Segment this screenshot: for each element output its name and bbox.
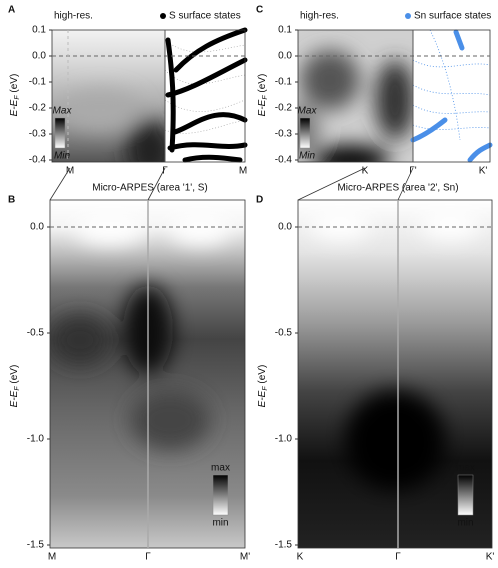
colorbar-min: min <box>457 518 473 529</box>
colorbar <box>299 117 311 149</box>
legend-label: Sn surface states <box>414 11 491 22</box>
legend-label: S surface states <box>169 11 241 22</box>
x-tick-label: Γ' <box>409 166 417 177</box>
colorbar-min: min <box>212 518 228 529</box>
y-tick-label: -0.4 <box>29 155 47 166</box>
y-label-sub: F <box>14 95 21 100</box>
x-tick-label: M <box>48 552 56 563</box>
connector <box>49 167 71 201</box>
y-axis-label: E-EF (eV) <box>9 365 21 408</box>
x-tick-label: K' <box>479 166 488 177</box>
panel-title: Micro-ARPES (area '2', Sn) <box>337 183 458 194</box>
y-label-main: E-E <box>257 390 268 407</box>
note: high-res. <box>54 11 93 22</box>
connector <box>147 167 166 201</box>
colorbar-max: Max <box>298 106 318 117</box>
y-tick-label: -1.0 <box>275 434 293 445</box>
image-c <box>298 30 413 162</box>
y-tick-label: -0.3 <box>275 129 293 140</box>
y-tick-label: -1.5 <box>27 540 45 551</box>
y-label-unit: (eV) <box>9 74 20 96</box>
y-tick-label: -0.5 <box>275 328 293 339</box>
image-a <box>52 30 165 162</box>
colorbar <box>212 474 229 516</box>
colorbar <box>457 474 474 516</box>
y-label-unit: (eV) <box>9 365 20 387</box>
frame <box>297 199 493 549</box>
frame <box>297 29 491 163</box>
y-tick-label: 0.1 <box>278 25 292 36</box>
y-tick-label: -1.5 <box>275 540 293 551</box>
y-label-sub: F <box>262 386 269 391</box>
connector <box>397 167 414 201</box>
colorbar <box>54 117 66 149</box>
y-tick-label: 0.0 <box>30 222 44 233</box>
y-tick-label: -0.4 <box>275 155 293 166</box>
panel-label: C <box>256 5 263 16</box>
colorbar-min: Min <box>299 151 316 162</box>
x-tick-label: K <box>362 166 369 177</box>
x-tick-label: M <box>239 166 247 177</box>
x-tick-label: K' <box>486 552 495 563</box>
y-axis-label: E-EF (eV) <box>257 74 269 117</box>
panel-title: Micro-ARPES (area '1', S) <box>92 183 208 194</box>
x-tick-label: Γ <box>162 166 168 177</box>
panel-label: B <box>8 195 15 206</box>
note: high-res. <box>300 11 339 22</box>
colorbar-max: max <box>456 463 475 474</box>
y-tick-label: 0.1 <box>32 25 46 36</box>
y-tick-label: -0.1 <box>29 77 47 88</box>
frame <box>51 29 246 163</box>
x-tick-label: M <box>66 166 74 177</box>
x-tick-label: Γ <box>395 552 401 563</box>
connector <box>297 167 366 201</box>
y-tick-label: -0.3 <box>29 129 47 140</box>
y-label-main: E-E <box>257 99 268 116</box>
y-label-sub: F <box>262 95 269 100</box>
panel-label: D <box>256 195 263 206</box>
y-tick-label: 0.0 <box>278 222 292 233</box>
y-tick-label: 0.0 <box>278 51 292 62</box>
y-tick-label: -0.2 <box>275 103 293 114</box>
y-tick-label: -0.2 <box>29 103 47 114</box>
colorbar-max: max <box>211 463 230 474</box>
y-tick-label: -0.1 <box>275 77 293 88</box>
x-tick-label: K <box>297 552 304 563</box>
legend-dot <box>160 13 166 19</box>
y-tick-label: 0.0 <box>32 51 46 62</box>
colorbar-max: Max <box>53 106 73 117</box>
y-tick-label: -0.5 <box>27 328 45 339</box>
y-label-sub: F <box>14 386 21 391</box>
colorbar-min: Min <box>54 151 71 162</box>
bands-c <box>410 29 493 163</box>
x-tick-label: Γ <box>145 552 151 563</box>
panel-label: A <box>8 5 15 16</box>
y-label-main: E-E <box>9 99 20 116</box>
bands-a <box>164 27 248 163</box>
y-label-unit: (eV) <box>257 74 268 96</box>
y-tick-label: -1.0 <box>27 434 45 445</box>
y-axis-label: E-EF (eV) <box>9 74 21 117</box>
legend-dot <box>405 13 411 19</box>
y-label-main: E-E <box>9 390 20 407</box>
y-axis-label: E-EF (eV) <box>257 365 269 408</box>
x-tick-label: M' <box>240 552 250 563</box>
y-label-unit: (eV) <box>257 365 268 387</box>
